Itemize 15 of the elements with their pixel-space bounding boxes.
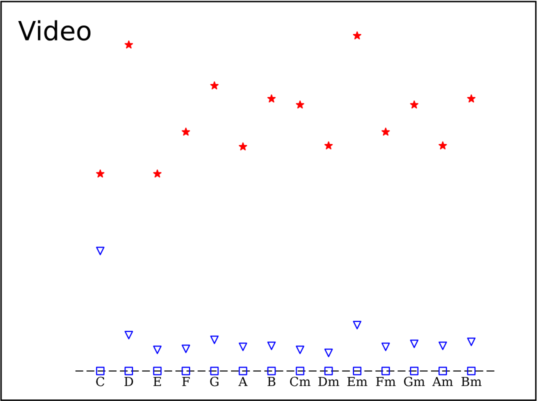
x-tick-label: B <box>268 376 276 386</box>
x-tick-label: Bm <box>461 376 482 386</box>
x-tick-label: C <box>96 376 104 386</box>
x-tick-label: F <box>182 376 190 386</box>
x-tick-label: Cm <box>290 376 310 386</box>
x-tick-label: Em <box>347 376 368 386</box>
x-tick-label: Dm <box>318 376 340 386</box>
x-tick-label: A <box>238 376 248 386</box>
x-tick-label: Fm <box>376 376 396 386</box>
chart-title: Video <box>18 20 90 41</box>
x-tick-label: Am <box>432 376 453 386</box>
x-tick-label: D <box>124 376 134 386</box>
x-tick-label: G <box>210 376 218 386</box>
x-tick-label: E <box>153 376 161 386</box>
x-tick-label: Gm <box>404 376 425 386</box>
